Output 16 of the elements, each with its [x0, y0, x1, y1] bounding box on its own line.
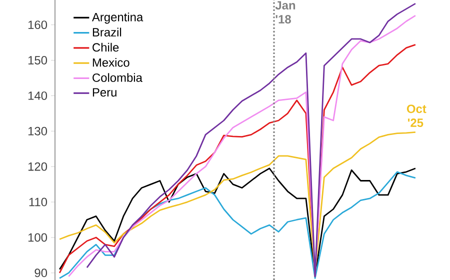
annotation: Oct '25 — [406, 104, 426, 128]
y-tick-label: 140 — [28, 91, 48, 100]
legend-label: Argentina — [92, 12, 144, 24]
legend-label: Mexico — [92, 58, 130, 67]
y-tick-label: 120 — [28, 162, 48, 171]
annotation: Jan '18 — [275, 1, 296, 24]
legend-label: Brazil — [92, 28, 122, 36]
y-tick-label: 130 — [28, 126, 48, 136]
legend-label: Peru — [92, 88, 116, 97]
y-tick-label: 100 — [28, 233, 48, 242]
y-tick-label: 160 — [28, 20, 48, 30]
y-tick-label: 110 — [29, 198, 48, 206]
y-tick-label: 150 — [28, 56, 48, 64]
y-tick-label: 90 — [34, 268, 48, 278]
legend-label: Colombia — [92, 73, 142, 82]
legend-label: Chile — [92, 42, 119, 52]
